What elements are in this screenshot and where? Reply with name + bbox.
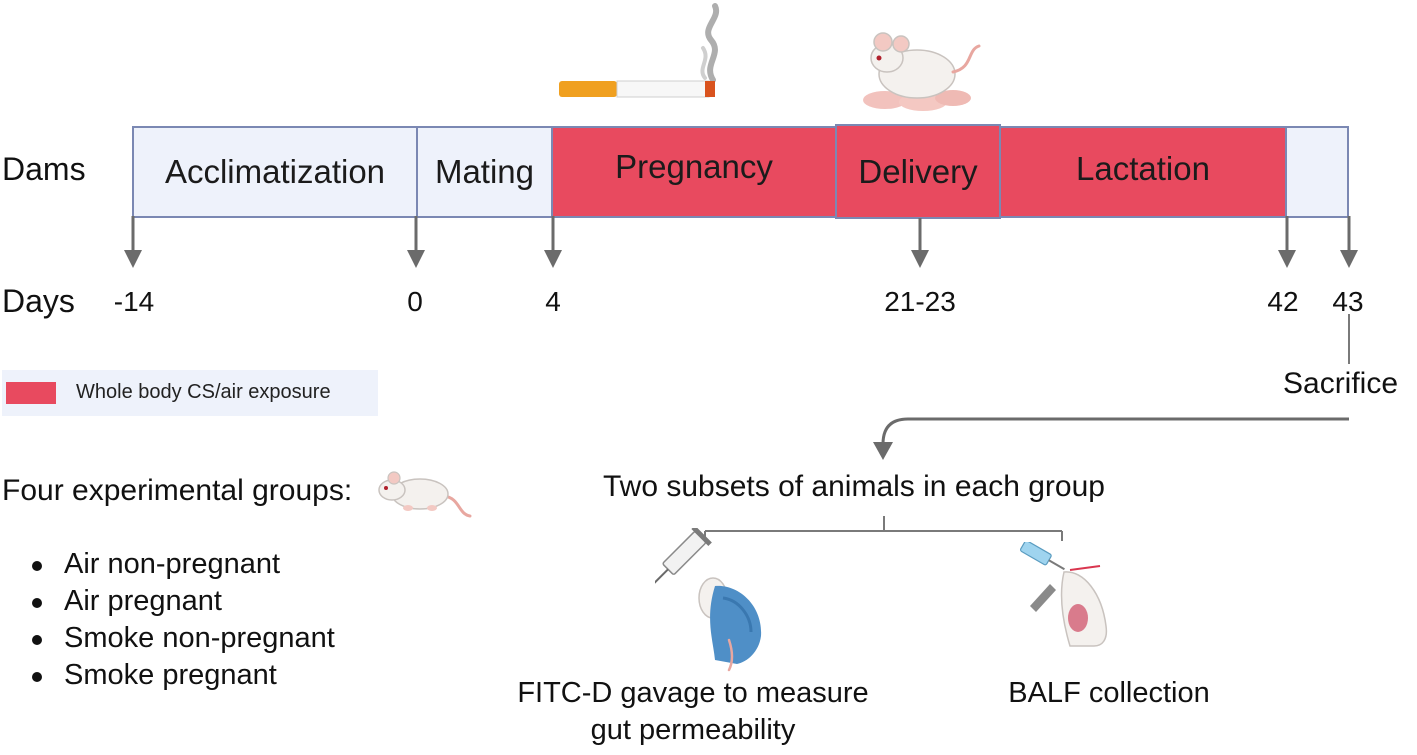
phase-lactation: Lactation xyxy=(999,126,1287,218)
bullet xyxy=(32,598,42,608)
phase-label: Pregnancy xyxy=(615,148,773,185)
groups-title: Four experimental groups: xyxy=(2,474,353,507)
subset-left-label-line2: gut permeability xyxy=(590,714,796,746)
tick-arrow xyxy=(124,216,142,268)
group-item: Smoke non-pregnant xyxy=(28,620,335,657)
groups-list: Air non-pregnant Air pregnant Smoke non-… xyxy=(28,546,335,694)
tick-arrow xyxy=(1340,216,1358,268)
tick-arrow xyxy=(911,218,929,268)
mouse-icon xyxy=(378,471,472,518)
day-tick-label: -14 xyxy=(113,286,155,317)
phase-label: Mating xyxy=(434,153,535,190)
group-item-label: Air non-pregnant xyxy=(64,548,281,580)
legend-label: Whole body CS/air exposure xyxy=(76,381,331,403)
group-item: Air non-pregnant xyxy=(28,546,335,583)
balf-syringe-icon xyxy=(1020,542,1108,647)
bullet xyxy=(32,672,42,682)
day-tick-label: 4 xyxy=(545,286,561,317)
day-tick-label: 21-23 xyxy=(884,286,956,317)
day-tick-label: 0 xyxy=(407,286,423,317)
subset-bracket xyxy=(704,516,1063,541)
sacrifice-connector xyxy=(873,314,1350,460)
bullet xyxy=(32,635,42,645)
group-item-label: Air pregnant xyxy=(64,585,222,617)
subset-left-label-line1: FITC-D gavage to measure xyxy=(517,677,869,709)
tick-arrow xyxy=(544,216,562,268)
gavage-syringe-icon xyxy=(655,528,762,672)
group-item-label: Smoke non-pregnant xyxy=(64,622,335,654)
timeline-arrows xyxy=(124,216,1358,268)
days-row-label: Days xyxy=(2,283,75,319)
phase-label: Acclimatization xyxy=(164,153,386,190)
legend: Whole body CS/air exposure xyxy=(2,370,378,416)
legend-swatch xyxy=(6,382,56,404)
tick-arrow xyxy=(1278,216,1296,268)
phase-label: Lactation xyxy=(1076,150,1210,187)
phase-acclimatization: Acclimatization xyxy=(132,126,418,218)
day-tick-label: 43 xyxy=(1332,286,1364,317)
sacrifice-label: Sacrifice xyxy=(1283,367,1399,400)
bullet xyxy=(32,561,42,571)
mouse-with-pups-icon xyxy=(863,32,981,111)
group-item-label: Smoke pregnant xyxy=(64,659,277,691)
phase-delivery: Delivery xyxy=(835,124,1001,219)
phase-mating: Mating xyxy=(416,126,553,218)
subsets-title: Two subsets of animals in each group xyxy=(603,470,1105,503)
group-item: Air pregnant xyxy=(28,583,335,620)
group-item: Smoke pregnant xyxy=(28,657,335,694)
tick-arrow xyxy=(407,216,425,268)
phase-final xyxy=(1285,126,1349,218)
phase-pregnancy: Pregnancy xyxy=(551,126,837,218)
day-tick-label: 42 xyxy=(1267,286,1299,317)
phase-label: Delivery xyxy=(858,152,978,190)
cigarette-icon xyxy=(559,3,720,98)
dams-row-label: Dams xyxy=(2,151,86,187)
subset-right-label: BALF collection xyxy=(1008,677,1210,709)
